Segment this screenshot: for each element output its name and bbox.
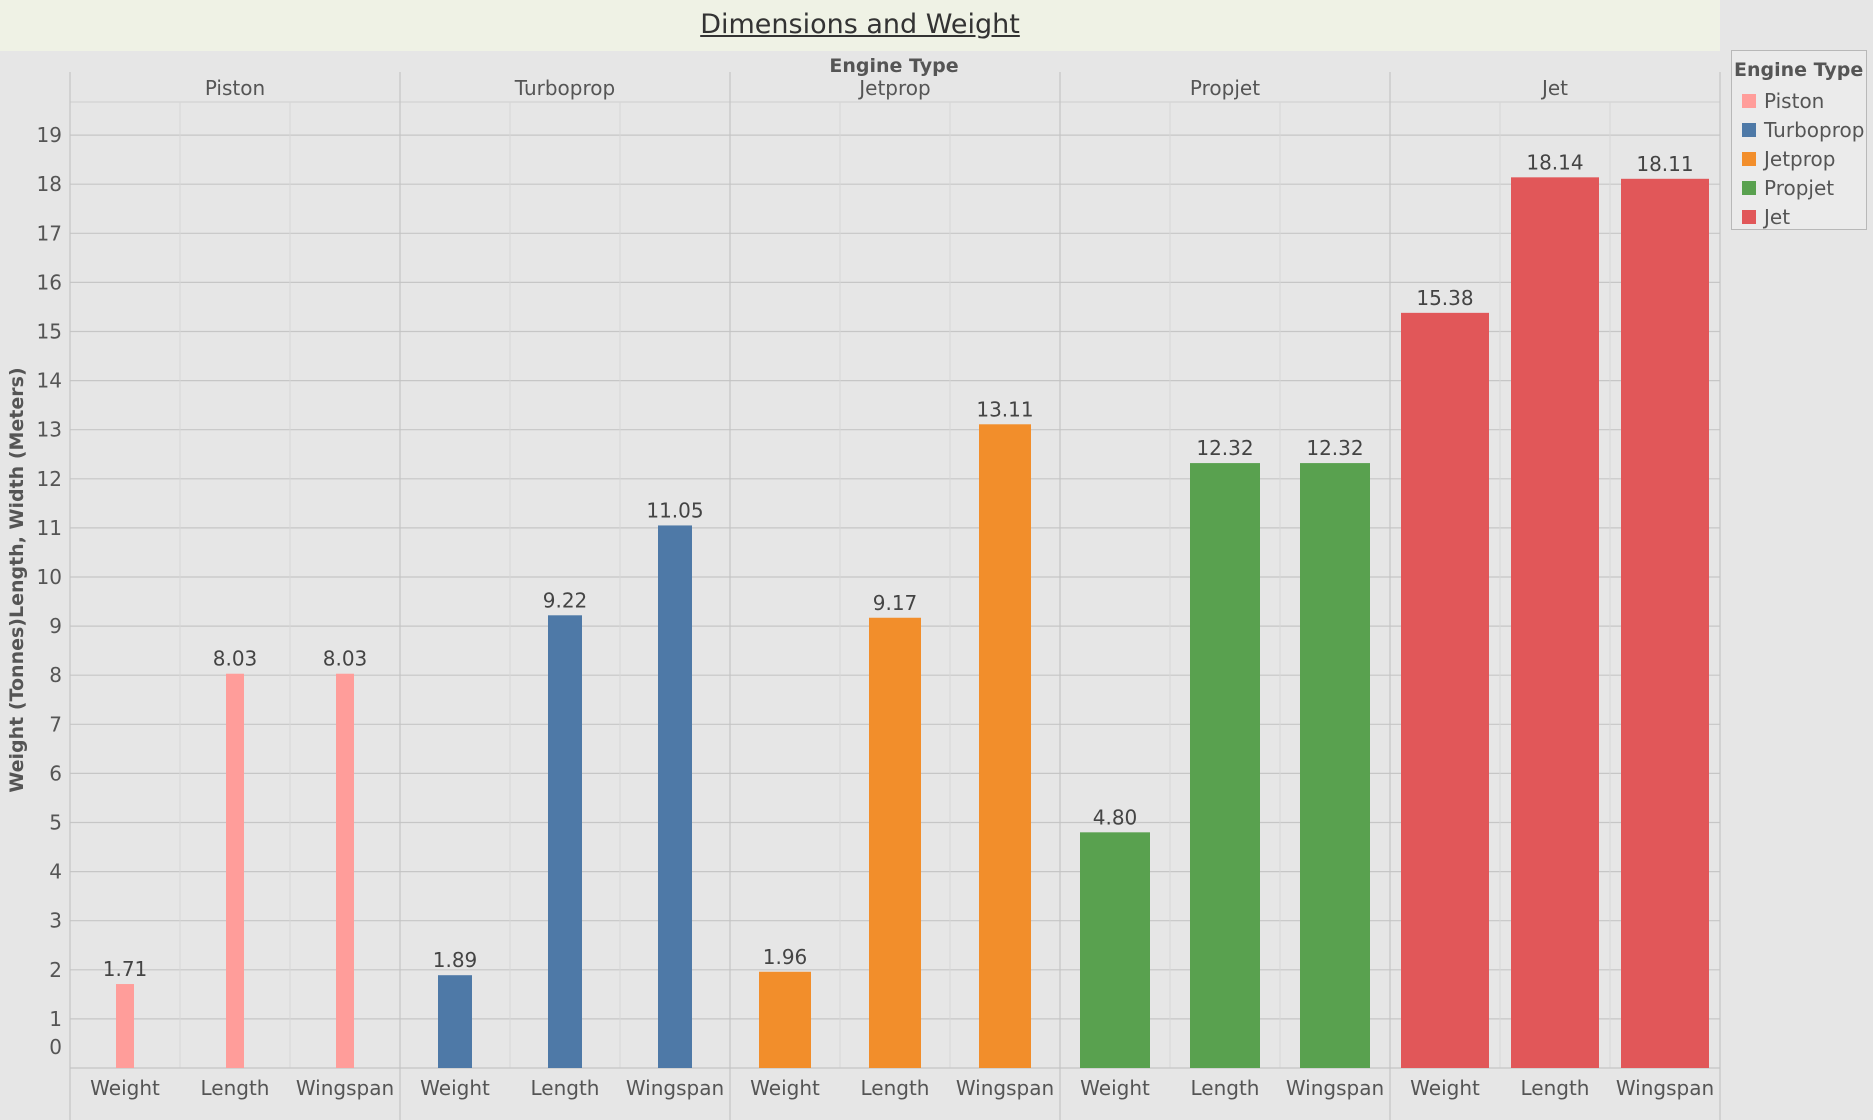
data-label-piston-length: 8.03 xyxy=(213,647,258,671)
x-tick-label-jetprop-length: Length xyxy=(861,1076,930,1100)
legend: Engine Type Piston Turboprop Jetprop Pro… xyxy=(1731,50,1867,230)
y-tick-label-13: 13 xyxy=(37,418,62,442)
legend-title: Engine Type xyxy=(1734,59,1864,81)
x-tick-label-turboprop-length: Length xyxy=(531,1076,600,1100)
bar-jet-wingspan xyxy=(1621,178,1709,1068)
y-tick-label-15: 15 xyxy=(37,320,62,344)
y-tick-label-9: 9 xyxy=(49,614,62,638)
bar-piston-weight xyxy=(116,984,134,1068)
y-tick-label-19: 19 xyxy=(37,123,62,147)
x-tick-label-propjet-length: Length xyxy=(1191,1076,1260,1100)
y-tick-label-5: 5 xyxy=(49,811,62,835)
x-tick-label-turboprop-weight: Weight xyxy=(420,1076,490,1100)
y-axis-title: Weight (Tonnes)Length, Width (Meters) xyxy=(6,367,28,792)
bar-propjet-weight xyxy=(1080,832,1150,1068)
y-tick-label-7: 7 xyxy=(49,712,62,736)
data-label-jetprop-weight: 1.96 xyxy=(763,945,808,969)
legend-label-propjet: Propjet xyxy=(1764,176,1835,200)
x-tick-label-jetprop-weight: Weight xyxy=(750,1076,820,1100)
x-tick-label-jet-wingspan: Wingspan xyxy=(1616,1076,1714,1100)
data-label-piston-wingspan: 8.03 xyxy=(323,647,368,671)
x-tick-label-piston-weight: Weight xyxy=(90,1076,160,1100)
y-tick-label-8: 8 xyxy=(49,663,62,687)
group-header-piston: Piston xyxy=(205,76,265,100)
group-header-jet: Jet xyxy=(1540,76,1568,100)
title-bar xyxy=(0,0,1720,51)
data-label-turboprop-weight: 1.89 xyxy=(433,948,478,972)
chart-title: Dimensions and Weight xyxy=(700,9,1020,40)
y-tick-label-1: 1 xyxy=(49,1007,62,1031)
bar-propjet-length xyxy=(1190,463,1260,1068)
y-tick-label-18: 18 xyxy=(37,172,62,196)
data-label-piston-weight: 1.71 xyxy=(103,957,148,981)
legend-swatch-jetprop xyxy=(1742,152,1756,166)
y-tick-label-0: 0 xyxy=(49,1035,62,1059)
x-tick-label-jet-weight: Weight xyxy=(1410,1076,1480,1100)
legend-swatch-turboprop xyxy=(1742,123,1756,137)
bar-piston-wingspan xyxy=(336,673,354,1068)
data-label-turboprop-wingspan: 11.05 xyxy=(646,498,703,522)
group-header-turboprop: Turboprop xyxy=(514,76,615,100)
bar-jetprop-length xyxy=(869,617,921,1068)
data-label-jet-length: 18.14 xyxy=(1526,150,1583,174)
y-tick-label-17: 17 xyxy=(37,221,62,245)
data-label-turboprop-length: 9.22 xyxy=(543,588,588,612)
x-tick-label-jet-length: Length xyxy=(1521,1076,1590,1100)
bar-jet-weight xyxy=(1401,312,1489,1068)
bar-jet-length xyxy=(1511,177,1599,1069)
bar-jetprop-weight xyxy=(759,971,811,1068)
column-header: Engine Type xyxy=(829,55,958,77)
x-tick-label-jetprop-wingspan: Wingspan xyxy=(956,1076,1054,1100)
legend-label-jet: Jet xyxy=(1764,205,1791,229)
data-label-jet-weight: 15.38 xyxy=(1416,286,1473,310)
y-tick-label-11: 11 xyxy=(37,516,62,540)
y-tick-label-12: 12 xyxy=(37,467,62,491)
legend-label-turboprop: Turboprop xyxy=(1764,118,1865,142)
x-tick-label-piston-wingspan: Wingspan xyxy=(296,1076,394,1100)
legend-label-jetprop: Jetprop xyxy=(1764,147,1836,171)
data-label-propjet-wingspan: 12.32 xyxy=(1306,436,1363,460)
x-tick-label-turboprop-wingspan: Wingspan xyxy=(626,1076,724,1100)
y-tick-label-10: 10 xyxy=(37,565,62,589)
data-label-jetprop-wingspan: 13.11 xyxy=(976,397,1033,421)
y-tick-label-4: 4 xyxy=(49,860,62,884)
data-label-jetprop-length: 9.17 xyxy=(873,591,918,615)
legend-swatch-propjet xyxy=(1742,181,1756,195)
x-tick-label-piston-length: Length xyxy=(201,1076,270,1100)
data-label-jet-wingspan: 18.11 xyxy=(1636,152,1693,176)
group-header-jetprop: Jetprop xyxy=(857,76,930,100)
legend-label-piston: Piston xyxy=(1764,89,1825,113)
y-tick-label-3: 3 xyxy=(49,909,62,933)
x-tick-label-propjet-weight: Weight xyxy=(1080,1076,1150,1100)
x-tick-label-propjet-wingspan: Wingspan xyxy=(1286,1076,1384,1100)
header-band xyxy=(70,72,1720,102)
legend-swatch-piston xyxy=(1742,94,1756,108)
y-tick-label-14: 14 xyxy=(37,369,62,393)
bar-piston-length xyxy=(226,673,244,1068)
data-label-propjet-weight: 4.80 xyxy=(1093,805,1138,829)
bar-propjet-wingspan xyxy=(1300,463,1370,1068)
bar-turboprop-wingspan xyxy=(658,525,692,1068)
y-tick-label-2: 2 xyxy=(49,958,62,982)
bar-turboprop-length xyxy=(548,615,582,1068)
y-tick-label-6: 6 xyxy=(49,761,62,785)
bar-jetprop-wingspan xyxy=(979,424,1031,1068)
group-header-propjet: Propjet xyxy=(1190,76,1260,100)
legend-swatch-jet xyxy=(1742,210,1756,224)
bar-turboprop-weight xyxy=(438,975,472,1068)
data-label-propjet-length: 12.32 xyxy=(1196,436,1253,460)
y-tick-label-16: 16 xyxy=(37,270,62,294)
